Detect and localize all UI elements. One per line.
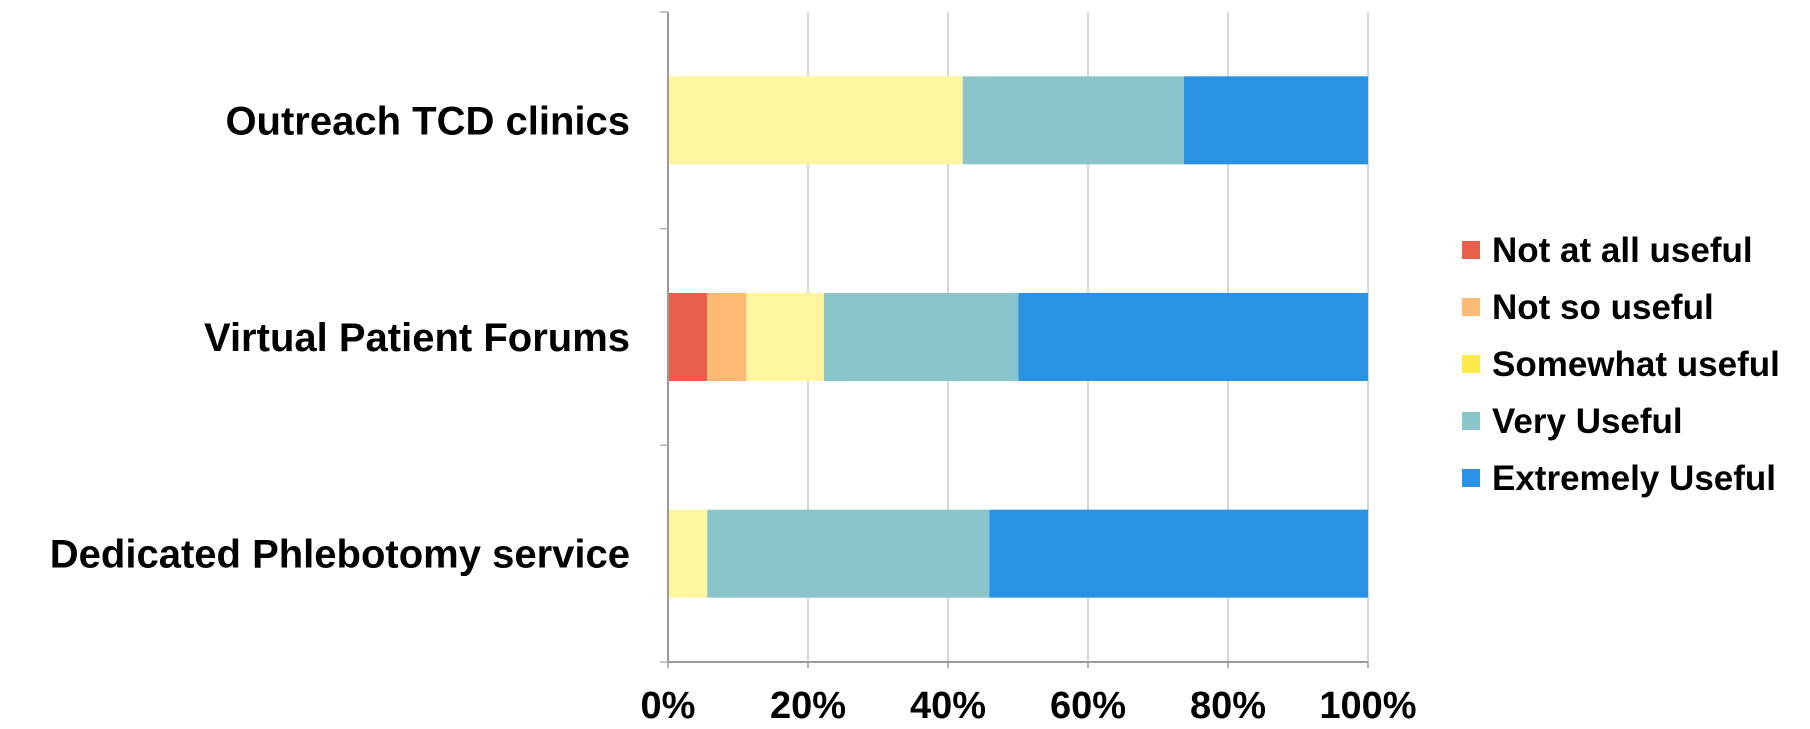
legend-swatch xyxy=(1462,469,1480,487)
legend-label: Somewhat useful xyxy=(1492,345,1780,384)
x-tick-label: 60% xyxy=(1050,685,1126,724)
bar-not-so-useful-virtual-patient-forums xyxy=(707,293,747,381)
legend-swatch xyxy=(1462,298,1480,316)
x-tick-label: 0% xyxy=(641,685,696,724)
x-tick-label: 40% xyxy=(910,685,986,724)
bar-not-at-all-useful-virtual-patient-forums xyxy=(668,293,708,381)
x-tick-label: 100% xyxy=(1319,685,1416,724)
bar-somewhat-useful-outreach-tcd-clinics xyxy=(668,76,963,165)
category-labels: Outreach TCD clinics Virtual Patient Foru… xyxy=(50,99,630,576)
bar-extremely-useful-virtual-patient-forums xyxy=(1018,293,1368,381)
bar-extremely-useful-outreach-tcd-clinics xyxy=(1183,76,1368,165)
x-tick-label: 80% xyxy=(1190,685,1266,724)
category-label: Dedicated Phlebotomy service xyxy=(50,533,630,577)
legend: Not at all useful Not so useful Somewhat u… xyxy=(1462,231,1780,498)
legend-label: Not so useful xyxy=(1492,288,1714,327)
category-label: Virtual Patient Forums xyxy=(204,316,630,360)
legend-label: Extremely Useful xyxy=(1492,459,1776,498)
x-tick-label: 20% xyxy=(770,685,846,724)
bar-very-useful-dedicated-phlebotomy-service xyxy=(707,509,990,598)
legend-label: Very Useful xyxy=(1492,402,1683,441)
legend-swatch xyxy=(1462,355,1480,373)
bar-somewhat-useful-virtual-patient-forums xyxy=(746,293,824,381)
tick-labels: 0% 20% 40% 60% 80% 100% xyxy=(641,685,1417,727)
category-label: Outreach TCD clinics xyxy=(225,99,630,143)
bar-somewhat-useful-dedicated-phlebotomy-service xyxy=(668,509,708,598)
bar-extremely-useful-dedicated-phlebotomy-service xyxy=(989,509,1368,598)
bar-very-useful-outreach-tcd-clinics xyxy=(962,76,1184,165)
bar-very-useful-virtual-patient-forums xyxy=(823,293,1019,381)
legend-swatch xyxy=(1462,241,1480,259)
bars xyxy=(668,76,1368,598)
axes xyxy=(660,11,1369,668)
legend-label: Not at all useful xyxy=(1492,231,1753,270)
legend-swatch xyxy=(1462,412,1480,430)
